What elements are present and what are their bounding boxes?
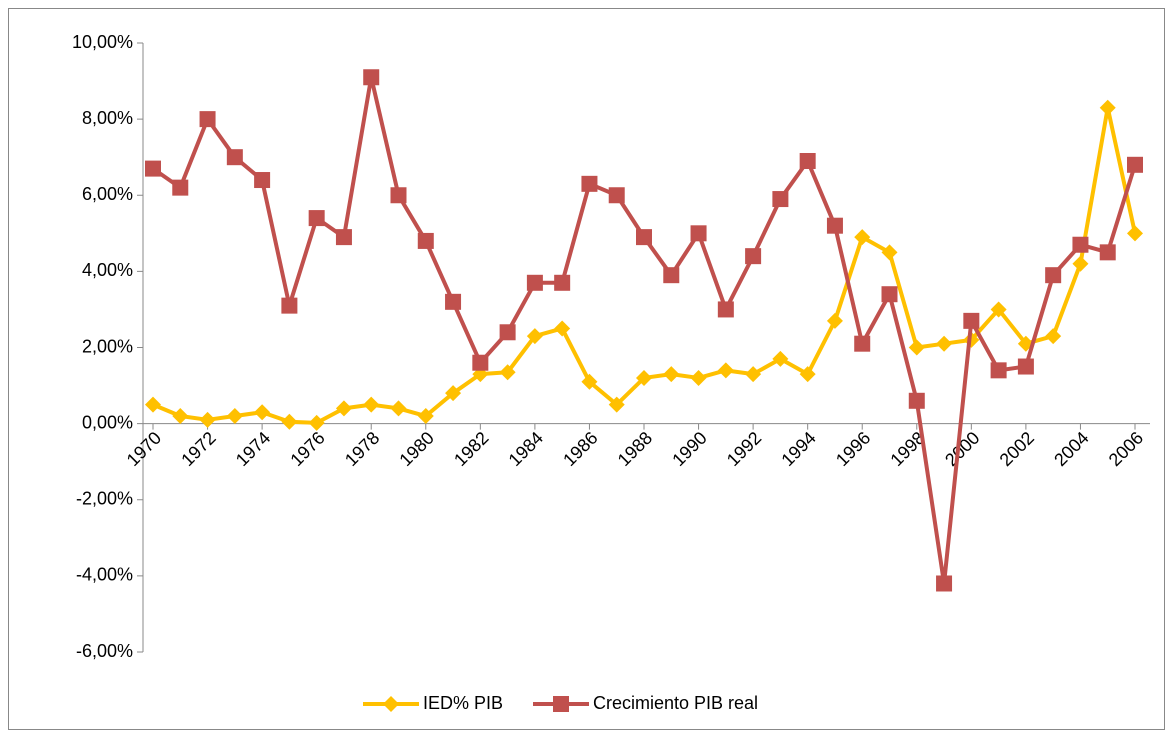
- marker: [1099, 99, 1116, 116]
- marker: [554, 320, 571, 337]
- y-tick-label: -6,00%: [76, 641, 133, 661]
- marker: [390, 400, 407, 417]
- marker: [335, 400, 352, 417]
- marker: [636, 369, 652, 386]
- marker: [826, 312, 843, 329]
- marker: [826, 217, 843, 234]
- marker: [383, 696, 399, 712]
- marker: [308, 414, 325, 431]
- marker: [799, 152, 816, 169]
- marker: [1127, 225, 1143, 242]
- marker: [990, 301, 1007, 318]
- marker: [417, 408, 434, 425]
- marker: [172, 179, 189, 196]
- marker: [445, 385, 462, 402]
- marker: [581, 175, 598, 192]
- marker: [145, 160, 161, 177]
- marker: [172, 408, 189, 425]
- marker: [363, 396, 380, 413]
- marker: [854, 229, 871, 246]
- y-tick-label: 10,00%: [72, 32, 133, 52]
- marker: [690, 225, 707, 242]
- marker: [390, 187, 407, 204]
- marker: [908, 392, 925, 409]
- marker: [281, 413, 298, 430]
- marker: [963, 312, 980, 329]
- marker: [226, 149, 243, 166]
- marker: [799, 366, 816, 383]
- marker: [445, 293, 462, 310]
- marker: [254, 172, 271, 189]
- marker: [1045, 267, 1062, 284]
- y-tick-label: 0,00%: [82, 412, 133, 432]
- y-tick-label: -4,00%: [76, 565, 133, 585]
- marker: [199, 111, 216, 128]
- marker: [1072, 236, 1089, 253]
- legend-label: Crecimiento PIB real: [593, 693, 758, 713]
- marker: [581, 373, 598, 390]
- marker: [663, 267, 680, 284]
- marker: [881, 286, 898, 303]
- marker: [881, 244, 898, 261]
- marker: [772, 350, 789, 367]
- marker: [145, 396, 161, 413]
- marker: [1017, 358, 1034, 375]
- marker: [499, 324, 516, 341]
- marker: [908, 339, 925, 356]
- legend-label: IED% PIB: [423, 693, 503, 713]
- marker: [663, 366, 680, 383]
- marker: [308, 210, 325, 227]
- marker: [281, 297, 298, 314]
- marker: [717, 362, 734, 379]
- marker: [417, 232, 434, 249]
- marker: [1099, 244, 1116, 261]
- y-tick-label: -2,00%: [76, 489, 133, 509]
- marker: [554, 274, 571, 291]
- marker: [854, 335, 871, 352]
- chart-frame: [8, 8, 1165, 730]
- marker: [1045, 328, 1062, 345]
- marker: [526, 328, 543, 345]
- marker: [690, 369, 707, 386]
- marker: [363, 69, 380, 86]
- marker: [745, 248, 762, 265]
- y-tick-label: 2,00%: [82, 336, 133, 356]
- marker: [199, 411, 216, 428]
- marker: [1072, 255, 1089, 272]
- marker: [335, 229, 352, 246]
- marker: [990, 362, 1007, 379]
- y-tick-label: 6,00%: [82, 184, 133, 204]
- marker: [553, 696, 569, 712]
- marker: [772, 191, 789, 208]
- y-tick-label: 4,00%: [82, 260, 133, 280]
- marker: [636, 229, 652, 246]
- marker: [1127, 156, 1143, 173]
- marker: [745, 366, 762, 383]
- y-tick-label: 8,00%: [82, 108, 133, 128]
- marker: [717, 301, 734, 318]
- marker: [499, 364, 516, 381]
- marker: [472, 354, 489, 371]
- marker: [936, 335, 953, 352]
- marker: [526, 274, 543, 291]
- marker: [608, 396, 625, 413]
- marker: [254, 404, 271, 421]
- marker: [608, 187, 625, 204]
- marker: [226, 408, 243, 425]
- marker: [936, 575, 953, 592]
